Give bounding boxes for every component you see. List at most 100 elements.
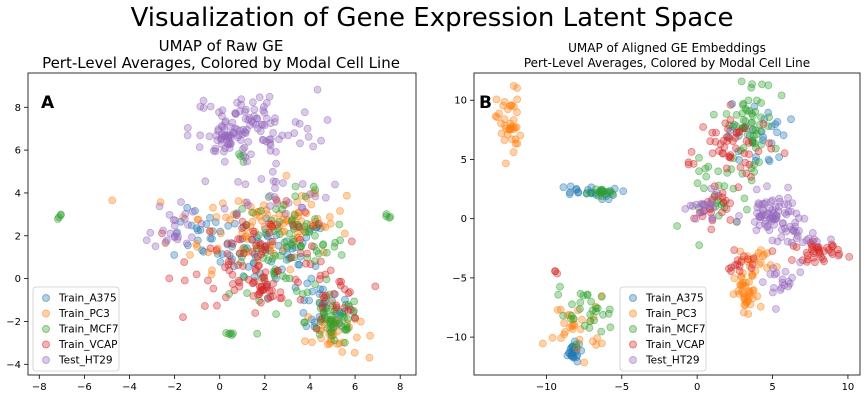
data-point — [260, 108, 269, 117]
legend-entry-label: Test_HT29 — [645, 355, 700, 367]
data-point — [568, 321, 576, 330]
data-point — [719, 136, 728, 145]
data-point — [748, 118, 756, 127]
data-point — [733, 256, 742, 265]
data-point — [236, 152, 245, 161]
data-point — [284, 299, 293, 308]
data-point — [275, 135, 283, 144]
data-point — [200, 302, 209, 310]
data-point — [576, 298, 585, 307]
data-point — [707, 184, 716, 193]
data-point — [278, 272, 287, 281]
data-point — [756, 302, 765, 311]
data-point — [758, 210, 766, 219]
data-point — [273, 199, 282, 207]
data-point — [300, 108, 309, 117]
data-point — [309, 142, 318, 151]
data-point — [329, 323, 338, 332]
legend-marker — [42, 356, 50, 364]
data-point — [296, 139, 304, 148]
data-point — [745, 278, 753, 286]
data-point — [170, 221, 179, 230]
data-point — [226, 216, 235, 225]
data-point — [503, 130, 512, 139]
data-point — [337, 251, 346, 259]
data-point — [803, 255, 812, 264]
data-point — [579, 291, 588, 300]
data-point — [758, 278, 767, 287]
data-point — [186, 251, 194, 259]
data-point — [249, 292, 258, 300]
data-point — [824, 246, 833, 254]
data-point — [739, 281, 747, 290]
data-point — [561, 328, 569, 336]
data-point — [239, 249, 248, 258]
data-point — [296, 235, 304, 244]
data-point — [718, 208, 726, 217]
data-point — [249, 208, 258, 217]
data-point — [718, 193, 727, 202]
data-point — [206, 234, 215, 243]
data-point — [506, 123, 515, 131]
data-point — [146, 228, 155, 237]
data-point — [237, 258, 245, 267]
data-point — [332, 303, 341, 312]
data-point — [819, 255, 827, 264]
data-point — [288, 220, 297, 229]
data-point — [492, 95, 501, 104]
data-point — [256, 298, 265, 307]
data-point — [702, 172, 711, 181]
data-point — [559, 311, 567, 320]
data-point — [787, 115, 795, 124]
data-point — [568, 300, 576, 309]
data-point — [513, 95, 522, 104]
x-tick-label: 10 — [842, 382, 855, 393]
data-point — [707, 225, 716, 234]
data-point — [248, 235, 256, 244]
data-point — [266, 191, 275, 200]
data-point — [330, 336, 339, 345]
data-point — [272, 310, 281, 319]
data-point — [721, 119, 730, 128]
data-point — [257, 206, 265, 215]
data-point — [213, 136, 222, 145]
legend-entry-label: Train_PC3 — [645, 308, 697, 320]
data-point — [331, 180, 339, 189]
panel-a-title-line2: Pert-Level Averages, Colored by Modal Ce… — [42, 54, 400, 72]
data-point — [802, 248, 811, 257]
data-point — [753, 96, 761, 105]
data-point — [684, 158, 693, 167]
data-point — [263, 283, 271, 292]
panel-b-label: B — [479, 93, 492, 113]
data-point — [606, 188, 615, 196]
data-point — [243, 157, 252, 166]
data-point — [270, 118, 279, 126]
x-tick-label: 8 — [397, 382, 403, 393]
data-point — [784, 207, 793, 216]
data-point — [796, 258, 804, 267]
legend-marker — [629, 294, 637, 302]
data-point — [233, 209, 242, 218]
data-point — [325, 212, 334, 221]
data-point — [749, 125, 757, 134]
data-point — [286, 265, 295, 274]
data-point — [251, 309, 260, 317]
data-point — [718, 189, 727, 197]
data-point — [326, 266, 335, 275]
data-point — [315, 275, 324, 284]
data-point — [250, 105, 259, 114]
data-point — [501, 159, 510, 168]
data-point — [597, 327, 606, 336]
data-point — [193, 242, 202, 251]
data-point — [208, 266, 216, 275]
data-point — [316, 285, 325, 294]
data-point — [264, 256, 273, 265]
data-point — [580, 358, 589, 367]
data-point — [305, 190, 314, 199]
data-point — [196, 131, 205, 140]
data-point — [580, 321, 589, 330]
data-point — [314, 249, 323, 258]
figure-title: Visualization of Gene Expression Latent … — [131, 3, 734, 33]
data-point — [304, 228, 313, 237]
data-point — [330, 242, 339, 251]
